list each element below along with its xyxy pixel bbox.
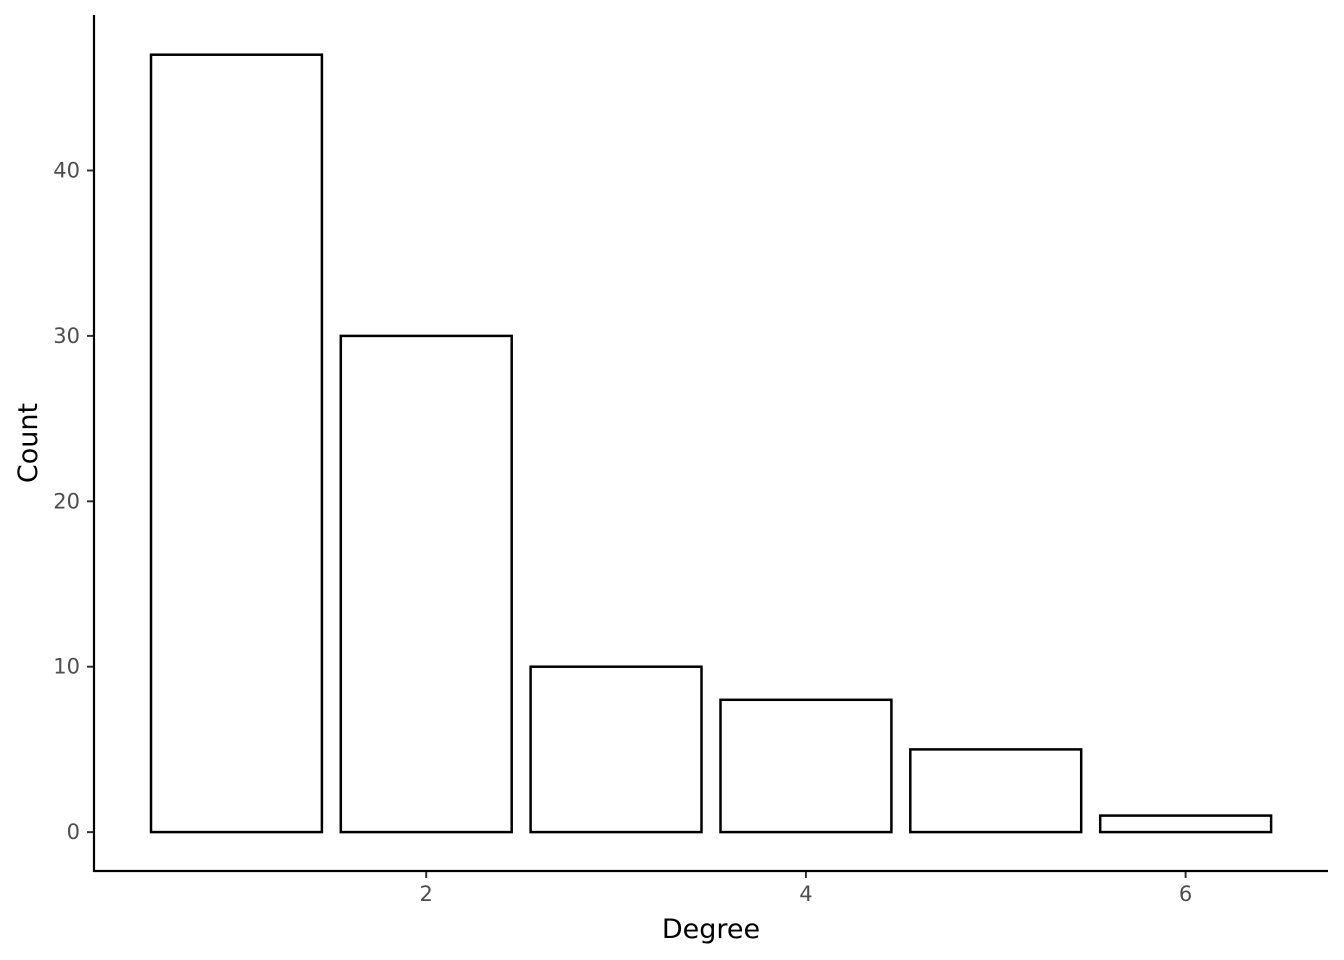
x-tick-label: 2 [420, 882, 433, 906]
bar-degree-1 [149, 53, 324, 834]
bar-degree-6 [1098, 814, 1273, 834]
x-tick-label: 4 [799, 882, 812, 906]
y-tick-label: 40 [53, 158, 80, 182]
x-axis-ticks: 2 4 6 [420, 871, 1192, 906]
x-axis-title: Degree [662, 914, 760, 945]
bar-degree-4 [719, 698, 893, 834]
y-axis-title: Count [13, 403, 44, 483]
bars-group [149, 53, 1273, 834]
y-axis-ticks: 0 10 20 30 40 [53, 158, 94, 844]
y-tick-label: 10 [53, 655, 80, 679]
bar-degree-5 [909, 748, 1083, 834]
bar-degree-3 [529, 665, 703, 834]
y-tick-label: 0 [67, 820, 80, 844]
y-tick-label: 20 [53, 489, 80, 513]
bar-degree-2 [339, 334, 513, 834]
y-tick-label: 30 [53, 324, 80, 348]
x-tick-label: 6 [1179, 882, 1192, 906]
